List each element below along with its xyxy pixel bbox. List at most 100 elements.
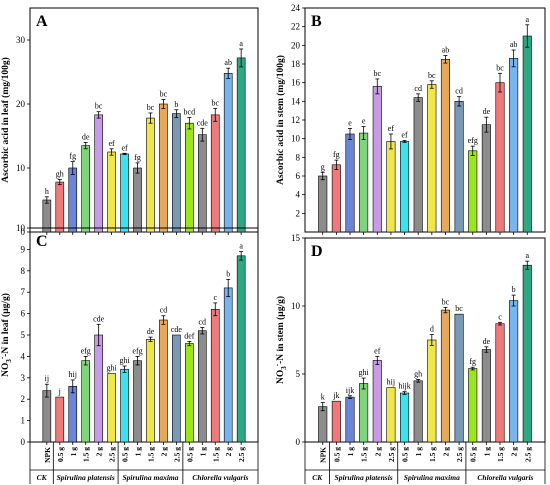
significance-label: bc bbox=[442, 297, 450, 306]
x-category-label: 2 g bbox=[510, 447, 519, 457]
y-axis-title: Ascorbic acid in stem (mg/100g) bbox=[275, 55, 286, 185]
y-tick-label: 0 bbox=[296, 437, 301, 447]
group-label: Chlorella vulgaris bbox=[477, 473, 533, 482]
y-tick-label: 10 bbox=[16, 163, 26, 173]
significance-label: bc bbox=[428, 71, 436, 80]
y-tick-label: 8 bbox=[21, 266, 26, 276]
x-category-label: 1.5 g bbox=[428, 447, 437, 462]
bar bbox=[318, 406, 328, 443]
y-axis-title-rest: -N in stem (μg/g) bbox=[275, 296, 286, 364]
panel-letter: A bbox=[36, 13, 48, 30]
y-tick-label: 10 bbox=[291, 134, 301, 144]
x-category-label: 2.5 g bbox=[108, 447, 117, 462]
bar bbox=[120, 153, 129, 233]
y-tick-label: 10 bbox=[16, 223, 26, 233]
bar bbox=[68, 167, 78, 233]
x-category-label: 2.5 g bbox=[387, 447, 396, 462]
significance-label: de bbox=[82, 132, 90, 141]
x-category-label: 1.5 g bbox=[82, 447, 91, 462]
significance-label: gh bbox=[56, 170, 64, 179]
x-category-label: 1 g bbox=[134, 447, 143, 457]
y-axis-title: NO3--N in leaf (μg/g) bbox=[0, 293, 13, 377]
bar bbox=[210, 309, 220, 443]
bar bbox=[427, 339, 437, 443]
bar bbox=[495, 323, 505, 443]
panel-letter: D bbox=[311, 243, 323, 260]
x-category-label: 1.5 g bbox=[496, 447, 505, 462]
bar bbox=[427, 84, 437, 233]
significance-label: ij bbox=[45, 374, 49, 383]
bar bbox=[159, 103, 168, 233]
bar bbox=[359, 383, 369, 443]
y-axis-title-sup: - bbox=[273, 363, 281, 366]
y-tick-label: 6 bbox=[296, 171, 301, 181]
bar bbox=[223, 287, 233, 443]
y-tick-label: 8 bbox=[296, 152, 301, 162]
significance-label: efg bbox=[81, 346, 91, 355]
bar bbox=[413, 97, 423, 233]
bar bbox=[81, 360, 91, 443]
group-label: Spirulina maxima bbox=[404, 473, 460, 482]
bar bbox=[42, 390, 52, 443]
y-axis-title-sup: - bbox=[0, 356, 6, 359]
bar bbox=[440, 309, 450, 443]
bar bbox=[159, 319, 168, 443]
significance-label: b bbox=[512, 285, 516, 294]
group-label: Spirulina maxima bbox=[122, 473, 178, 482]
significance-label: hij bbox=[387, 378, 395, 387]
significance-label: ghi bbox=[359, 368, 370, 377]
bar bbox=[81, 145, 91, 233]
x-category-label: 0.5 g bbox=[332, 447, 341, 462]
significance-label: ef bbox=[109, 139, 116, 148]
x-category-label: 2.5 g bbox=[172, 447, 181, 462]
significance-label: cd bbox=[414, 84, 422, 93]
significance-label: ab bbox=[510, 40, 518, 49]
plot-frame bbox=[304, 237, 546, 443]
bar bbox=[133, 167, 142, 233]
y-axis-title: Ascorbic acid in leaf (mg/100g) bbox=[0, 57, 11, 183]
significance-label: fg bbox=[333, 150, 340, 159]
significance-label: e bbox=[362, 117, 366, 126]
y-tick-label: 24 bbox=[291, 3, 301, 13]
x-category-label: 2.5 g bbox=[455, 447, 464, 462]
significance-label: jk bbox=[332, 391, 339, 400]
x-category-label: 0.5 g bbox=[121, 447, 130, 462]
bar bbox=[454, 313, 464, 443]
significance-label: g bbox=[321, 162, 325, 171]
bar bbox=[440, 59, 450, 233]
y-axis-title-sub: 3 bbox=[280, 366, 288, 370]
panel-letter: C bbox=[36, 233, 48, 250]
plot-frame bbox=[29, 227, 259, 443]
significance-label: ef bbox=[121, 143, 128, 152]
x-category-label: 1.5 g bbox=[146, 447, 155, 462]
significance-label: b bbox=[174, 100, 178, 109]
bar bbox=[55, 396, 65, 443]
x-category-label: 0.5 g bbox=[185, 447, 194, 462]
bar bbox=[185, 343, 194, 443]
y-axis-title-main: NO bbox=[276, 370, 286, 384]
y-tick-label: 15 bbox=[291, 233, 301, 243]
significance-label: hijk bbox=[398, 382, 410, 391]
bar bbox=[146, 338, 155, 443]
significance-label: ef bbox=[401, 131, 408, 140]
group-label: Spirulina platensis bbox=[335, 473, 393, 482]
significance-label: def bbox=[184, 331, 195, 340]
y-tick-label: 10 bbox=[291, 301, 301, 311]
significance-label: bc bbox=[211, 98, 219, 107]
bar bbox=[386, 387, 396, 443]
significance-label: efg bbox=[468, 136, 478, 145]
significance-label: a bbox=[239, 242, 243, 251]
panel-letter: B bbox=[311, 13, 322, 30]
y-tick-label: 1 bbox=[21, 416, 26, 426]
significance-label: de bbox=[483, 337, 491, 346]
bar bbox=[94, 114, 103, 233]
bar bbox=[331, 164, 341, 233]
x-category-label: 2 g bbox=[224, 447, 233, 457]
bar bbox=[359, 132, 369, 233]
significance-label: c bbox=[498, 312, 502, 321]
y-axis-title-rest: -N in leaf (μg/g) bbox=[0, 293, 11, 357]
x-category-label: 1.5 g bbox=[360, 447, 369, 462]
significance-label: fg bbox=[469, 357, 476, 366]
